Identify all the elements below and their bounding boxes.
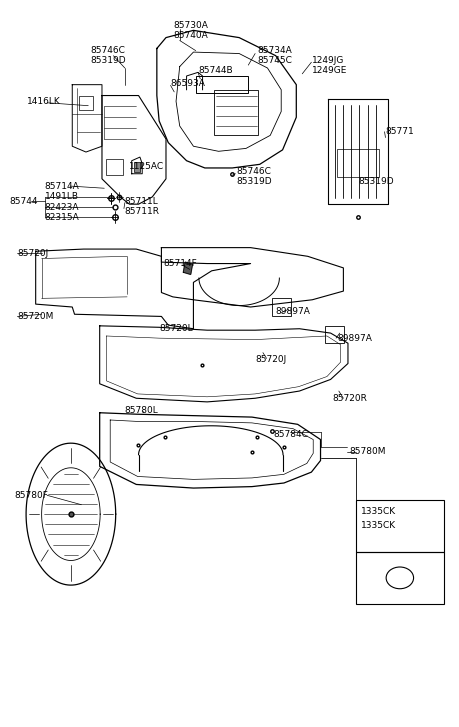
Bar	[355, 499, 443, 552]
Text: 85720M: 85720M	[17, 312, 54, 321]
Text: 89897A: 89897A	[337, 334, 371, 342]
Text: 85780M: 85780M	[348, 447, 385, 457]
Text: 85714A: 85714A	[45, 182, 79, 190]
Text: 85714F: 85714F	[163, 259, 197, 268]
Text: 1125AC: 1125AC	[129, 162, 164, 171]
Text: 85720J: 85720J	[255, 356, 286, 364]
Text: 85720R: 85720R	[332, 394, 367, 403]
Text: 85711R: 85711R	[124, 207, 159, 216]
Polygon shape	[183, 262, 192, 274]
Text: 85720L: 85720L	[159, 324, 192, 333]
Text: 1249GE: 1249GE	[312, 66, 347, 76]
Bar	[325, 326, 343, 343]
Text: 85784C: 85784C	[273, 430, 308, 439]
Text: 85744: 85744	[10, 197, 38, 206]
Bar	[195, 76, 248, 93]
Text: 1335CK: 1335CK	[360, 507, 396, 515]
Text: 85720J: 85720J	[17, 249, 49, 258]
Bar	[355, 552, 443, 604]
Text: 85740A: 85740A	[174, 31, 208, 40]
Text: 1491LB: 1491LB	[45, 193, 78, 201]
Text: 85319D: 85319D	[236, 177, 272, 186]
Text: 89897A: 89897A	[275, 307, 310, 316]
Text: 85745C: 85745C	[257, 56, 291, 65]
Text: 85746C: 85746C	[90, 46, 125, 55]
Bar	[213, 89, 258, 135]
Text: 85780F: 85780F	[14, 491, 48, 499]
Text: 85711L: 85711L	[124, 197, 158, 206]
Text: 85746C: 85746C	[236, 167, 271, 176]
Text: 1416LK: 1416LK	[27, 97, 60, 106]
Text: 86593A: 86593A	[170, 79, 205, 89]
Bar	[271, 298, 291, 316]
Bar	[336, 149, 378, 177]
Text: 85771: 85771	[385, 127, 413, 136]
Text: 85780L: 85780L	[124, 406, 158, 415]
Text: 82423A: 82423A	[45, 203, 79, 212]
Bar	[133, 162, 140, 172]
Bar	[106, 159, 123, 175]
Text: 85734A: 85734A	[257, 46, 291, 55]
Text: 82315A: 82315A	[45, 213, 79, 222]
Text: 85730A: 85730A	[174, 21, 208, 30]
Text: 85319D: 85319D	[357, 177, 393, 186]
Text: 85319D: 85319D	[90, 56, 126, 65]
Text: 85744B: 85744B	[197, 65, 232, 75]
Bar	[79, 95, 93, 110]
Text: 1335CK: 1335CK	[360, 521, 396, 530]
Text: 1249JG: 1249JG	[312, 56, 344, 65]
